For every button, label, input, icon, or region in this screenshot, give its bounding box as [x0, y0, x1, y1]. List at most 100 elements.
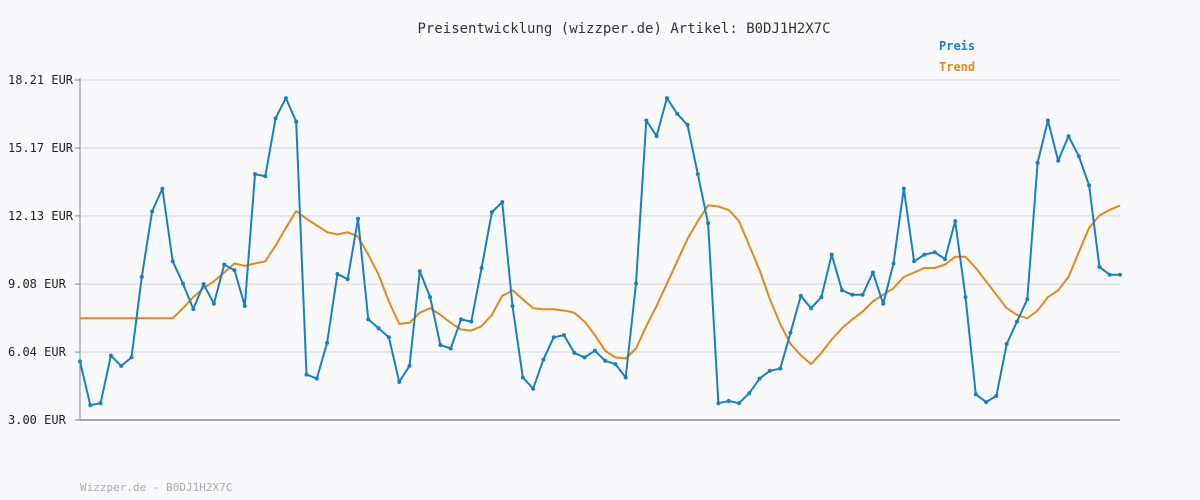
- data-point: [891, 261, 896, 266]
- data-point: [613, 362, 618, 367]
- data-point: [253, 172, 257, 177]
- data-point: [201, 282, 206, 287]
- data-point: [716, 401, 721, 406]
- data-point: [294, 119, 299, 124]
- data-point: [809, 306, 814, 311]
- data-point: [551, 335, 556, 340]
- data-point: [654, 134, 659, 139]
- data-point: [922, 252, 927, 257]
- data-point: [1035, 160, 1040, 165]
- data-point: [78, 359, 82, 364]
- data-point: [1025, 297, 1030, 302]
- data-point: [386, 335, 391, 340]
- data-point: [139, 274, 144, 279]
- data-point: [345, 277, 350, 282]
- data-point: [500, 200, 505, 205]
- data-point: [98, 401, 103, 406]
- data-point: [376, 326, 381, 331]
- data-point: [479, 266, 484, 270]
- data-point: [88, 403, 93, 408]
- series-line-trend: [80, 204, 1121, 366]
- data-point: [314, 376, 319, 381]
- data-point: [912, 259, 917, 264]
- data-point: [211, 301, 216, 306]
- data-point: [932, 250, 937, 255]
- data-point: [737, 401, 741, 406]
- data-point: [1097, 264, 1102, 269]
- data-point: [335, 272, 340, 276]
- data-point: [160, 186, 165, 191]
- data-point: [788, 330, 793, 335]
- data-point: [644, 118, 649, 123]
- data-point: [994, 393, 999, 398]
- data-point: [582, 355, 587, 360]
- data-point: [1004, 342, 1009, 346]
- legend-preis: Preis: [939, 39, 975, 53]
- data-point: [953, 219, 958, 224]
- data-point: [562, 333, 566, 338]
- data-point: [973, 392, 978, 397]
- data-point: [181, 281, 185, 286]
- data-point: [366, 317, 371, 322]
- data-point: [870, 270, 875, 275]
- data-point: [119, 363, 124, 368]
- data-point: [222, 262, 227, 267]
- y-tick-label: 3.00 EUR: [8, 413, 67, 427]
- data-point: [531, 386, 536, 391]
- data-point: [767, 368, 772, 373]
- data-point: [634, 281, 638, 286]
- data-point: [541, 357, 546, 362]
- data-point: [1015, 319, 1019, 324]
- data-point: [510, 304, 515, 308]
- data-point: [304, 372, 309, 377]
- data-point: [1066, 134, 1071, 139]
- y-tick-label: 9.08 EUR: [8, 277, 67, 291]
- y-tick-label: 12.13 EUR: [8, 209, 74, 223]
- data-point: [901, 186, 906, 191]
- chart-footer: Wizzper.de - B0DJ1H2X7C: [80, 481, 232, 494]
- data-point: [397, 380, 402, 384]
- data-point: [1118, 272, 1122, 277]
- data-point: [819, 295, 824, 300]
- data-point: [747, 391, 752, 396]
- data-point: [778, 366, 783, 371]
- data-point: [726, 399, 731, 403]
- data-point: [798, 293, 803, 298]
- data-point: [943, 257, 947, 262]
- data-point: [706, 221, 711, 226]
- chart-title: Preisentwicklung (wizzper.de) Artikel: B…: [417, 21, 830, 37]
- data-point: [695, 172, 700, 177]
- series-line-preis: [79, 97, 1120, 407]
- y-tick-label: 6.04 EUR: [8, 345, 67, 359]
- data-point: [840, 288, 844, 293]
- data-point: [850, 292, 855, 297]
- legend-trend: Trend: [939, 60, 975, 74]
- data-point: [263, 174, 268, 179]
- data-point: [685, 122, 690, 127]
- data-point: [984, 400, 989, 405]
- data-point: [108, 353, 113, 358]
- data-point: [675, 111, 680, 116]
- data-point: [150, 209, 155, 214]
- data-point: [1087, 183, 1092, 188]
- data-point: [623, 375, 628, 380]
- data-point: [407, 363, 412, 368]
- data-point: [757, 376, 762, 381]
- data-point: [438, 343, 443, 348]
- data-point: [242, 304, 247, 308]
- data-point: [283, 96, 288, 101]
- data-point: [356, 216, 360, 221]
- data-point: [1076, 154, 1081, 159]
- data-point: [417, 269, 422, 274]
- y-tick-label: 18.21 EUR: [8, 73, 74, 87]
- data-point: [664, 96, 669, 101]
- data-point: [603, 358, 608, 363]
- grid-lines: [80, 79, 1120, 353]
- data-point: [963, 295, 968, 300]
- data-point: [520, 375, 525, 380]
- data-point: [1107, 272, 1112, 277]
- y-tick-label: 15.17 EUR: [8, 141, 74, 155]
- series-layer: [78, 96, 1122, 408]
